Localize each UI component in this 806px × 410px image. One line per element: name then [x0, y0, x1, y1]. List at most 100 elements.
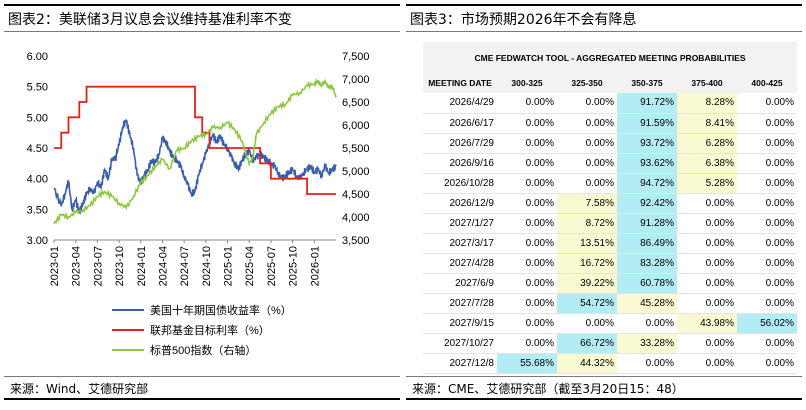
- x-tick-label: 2025-07: [266, 246, 278, 286]
- probability-cell: 0.00%: [677, 333, 737, 354]
- probability-cell: 7.58%: [557, 193, 617, 214]
- fedwatch-table: CME FEDWATCH TOOL - AGGREGATED MEETING P…: [423, 42, 797, 374]
- meeting-date-cell: 2026/12/9: [423, 193, 497, 214]
- probability-cell: 55.68%: [497, 353, 557, 374]
- probability-cell: 0.00%: [737, 153, 797, 174]
- right-panel: 图表3：市场预期2026年不会有降息 CME FEDWATCH TOOL - A…: [406, 4, 802, 400]
- probability-cell: 0.00%: [497, 153, 557, 174]
- probability-cell: 0.00%: [677, 353, 737, 374]
- probability-cell: 0.00%: [497, 313, 557, 334]
- x-tick-label: 2026-01: [309, 246, 321, 286]
- y-left-tick-label: 3.00: [27, 235, 48, 247]
- table-row: 2026/12/9 0.00% 7.58% 92.42% 0.00% 0.00%: [423, 193, 797, 214]
- probability-cell: 0.00%: [617, 353, 677, 374]
- meeting-date-cell: 2026/9/16: [423, 153, 497, 174]
- column-header: 300-325: [497, 73, 557, 93]
- probability-cell: 0.00%: [677, 253, 737, 274]
- x-tick-label: 2024-04: [157, 246, 169, 286]
- probability-cell: 0.00%: [677, 273, 737, 294]
- x-tick-label: 2025-01: [223, 246, 235, 286]
- probability-cell: 0.00%: [557, 313, 617, 334]
- table-row: 2026/6/17 0.00% 0.00% 91.59% 8.41% 0.00%: [423, 113, 797, 134]
- y-left-tick-label: 4.00: [27, 174, 48, 186]
- column-header: MEETING DATE: [423, 73, 497, 93]
- table-title: CME FEDWATCH TOOL - AGGREGATED MEETING P…: [423, 42, 797, 73]
- probability-cell: 0.00%: [737, 133, 797, 154]
- probability-cell: 94.72%: [617, 173, 677, 194]
- probability-cell: 0.00%: [497, 93, 557, 114]
- table-row: 2027/10/27 0.00% 66.72% 33.28% 0.00% 0.00%: [423, 333, 797, 354]
- table-row: 2026/9/16 0.00% 0.00% 93.62% 6.38% 0.00%: [423, 153, 797, 174]
- probability-cell: 86.49%: [617, 233, 677, 254]
- x-tick-label: 2023-10: [114, 246, 126, 286]
- probability-cell: 44.32%: [557, 353, 617, 374]
- probability-cell: 0.00%: [737, 113, 797, 134]
- meeting-date-cell: 2026/6/17: [423, 113, 497, 134]
- y-right-tick-label: 6,500: [342, 97, 370, 109]
- y-left-tick-label: 3.50: [27, 204, 48, 216]
- probability-cell: 8.28%: [677, 93, 737, 114]
- probability-cell: 0.00%: [497, 233, 557, 254]
- probability-cell: 83.28%: [617, 253, 677, 274]
- right-panel-title: 图表3：市场预期2026年不会有降息: [406, 4, 802, 32]
- left-panel-title: 图表2：美联储3月议息会议维持基准利率不变: [4, 4, 400, 32]
- x-tick-label: 2025-10: [288, 246, 300, 286]
- meeting-date-cell: 2026/7/29: [423, 133, 497, 154]
- column-header: 400-425: [737, 73, 797, 93]
- column-header: 375-400: [677, 73, 737, 93]
- column-header: 350-375: [617, 73, 677, 93]
- x-tick-label: 2024-10: [201, 246, 213, 286]
- probability-cell: 0.00%: [677, 293, 737, 314]
- probability-cell: 39.22%: [557, 273, 617, 294]
- probability-cell: 0.00%: [557, 173, 617, 194]
- probability-cell: 91.72%: [617, 93, 677, 114]
- probability-cell: 0.00%: [497, 133, 557, 154]
- table-row: 2026/7/29 0.00% 0.00% 93.72% 6.28% 0.00%: [423, 133, 797, 154]
- x-tick-label: 2023-07: [92, 246, 104, 286]
- probability-cell: 0.00%: [737, 173, 797, 194]
- probability-cell: 16.72%: [557, 253, 617, 274]
- probability-cell: 0.00%: [617, 313, 677, 334]
- probability-cell: 0.00%: [497, 273, 557, 294]
- table-header-row: MEETING DATE 300-325 325-350 350-375 375-400…: [423, 73, 797, 93]
- y-right-tick-label: 6,000: [342, 120, 370, 132]
- probability-cell: 54.72%: [557, 293, 617, 314]
- probability-cell: 0.00%: [737, 353, 797, 374]
- series-line: [53, 118, 337, 215]
- probability-cell: 0.00%: [557, 93, 617, 114]
- probability-cell: 8.72%: [557, 213, 617, 234]
- y-right-tick-label: 7,500: [342, 51, 370, 63]
- probability-cell: 93.72%: [617, 133, 677, 154]
- meeting-date-cell: 2026/10/28: [423, 173, 497, 194]
- probability-cell: 0.00%: [677, 213, 737, 234]
- meeting-date-cell: 2027/10/27: [423, 333, 497, 354]
- table-row: 2027/3/17 0.00% 13.51% 86.49% 0.00% 0.00%: [423, 233, 797, 254]
- legend-label: 联邦基金目标利率（%）: [150, 323, 270, 337]
- x-tick-label: 2024-07: [179, 246, 191, 286]
- series-line: [53, 77, 337, 225]
- table-row: 2027/4/28 0.00% 16.72% 83.28% 0.00% 0.00%: [423, 253, 797, 274]
- meeting-date-cell: 2026/4/29: [423, 93, 497, 114]
- column-header: 325-350: [557, 73, 617, 93]
- probability-cell: 0.00%: [677, 233, 737, 254]
- y-left-tick-label: 5.50: [27, 82, 48, 94]
- probability-cell: 0.00%: [497, 193, 557, 214]
- probability-cell: 66.72%: [557, 333, 617, 354]
- probability-cell: 8.41%: [677, 113, 737, 134]
- probability-cell: 0.00%: [497, 213, 557, 234]
- y-left-tick-label: 4.50: [27, 143, 48, 155]
- probability-cell: 0.00%: [497, 113, 557, 134]
- probability-cell: 5.28%: [677, 173, 737, 194]
- probability-cell: 0.00%: [737, 193, 797, 214]
- probability-cell: 0.00%: [737, 233, 797, 254]
- probability-cell: 0.00%: [497, 293, 557, 314]
- y-left-tick-label: 5.00: [27, 112, 48, 124]
- probability-cell: 0.00%: [737, 93, 797, 114]
- y-right-tick-label: 7,000: [342, 74, 370, 86]
- meeting-date-cell: 2027/9/15: [423, 313, 497, 334]
- probability-cell: 0.00%: [737, 213, 797, 234]
- meeting-date-cell: 2027/7/28: [423, 293, 497, 314]
- probability-cell: 45.28%: [617, 293, 677, 314]
- y-right-tick-label: 5,000: [342, 166, 370, 178]
- probability-cell: 0.00%: [557, 113, 617, 134]
